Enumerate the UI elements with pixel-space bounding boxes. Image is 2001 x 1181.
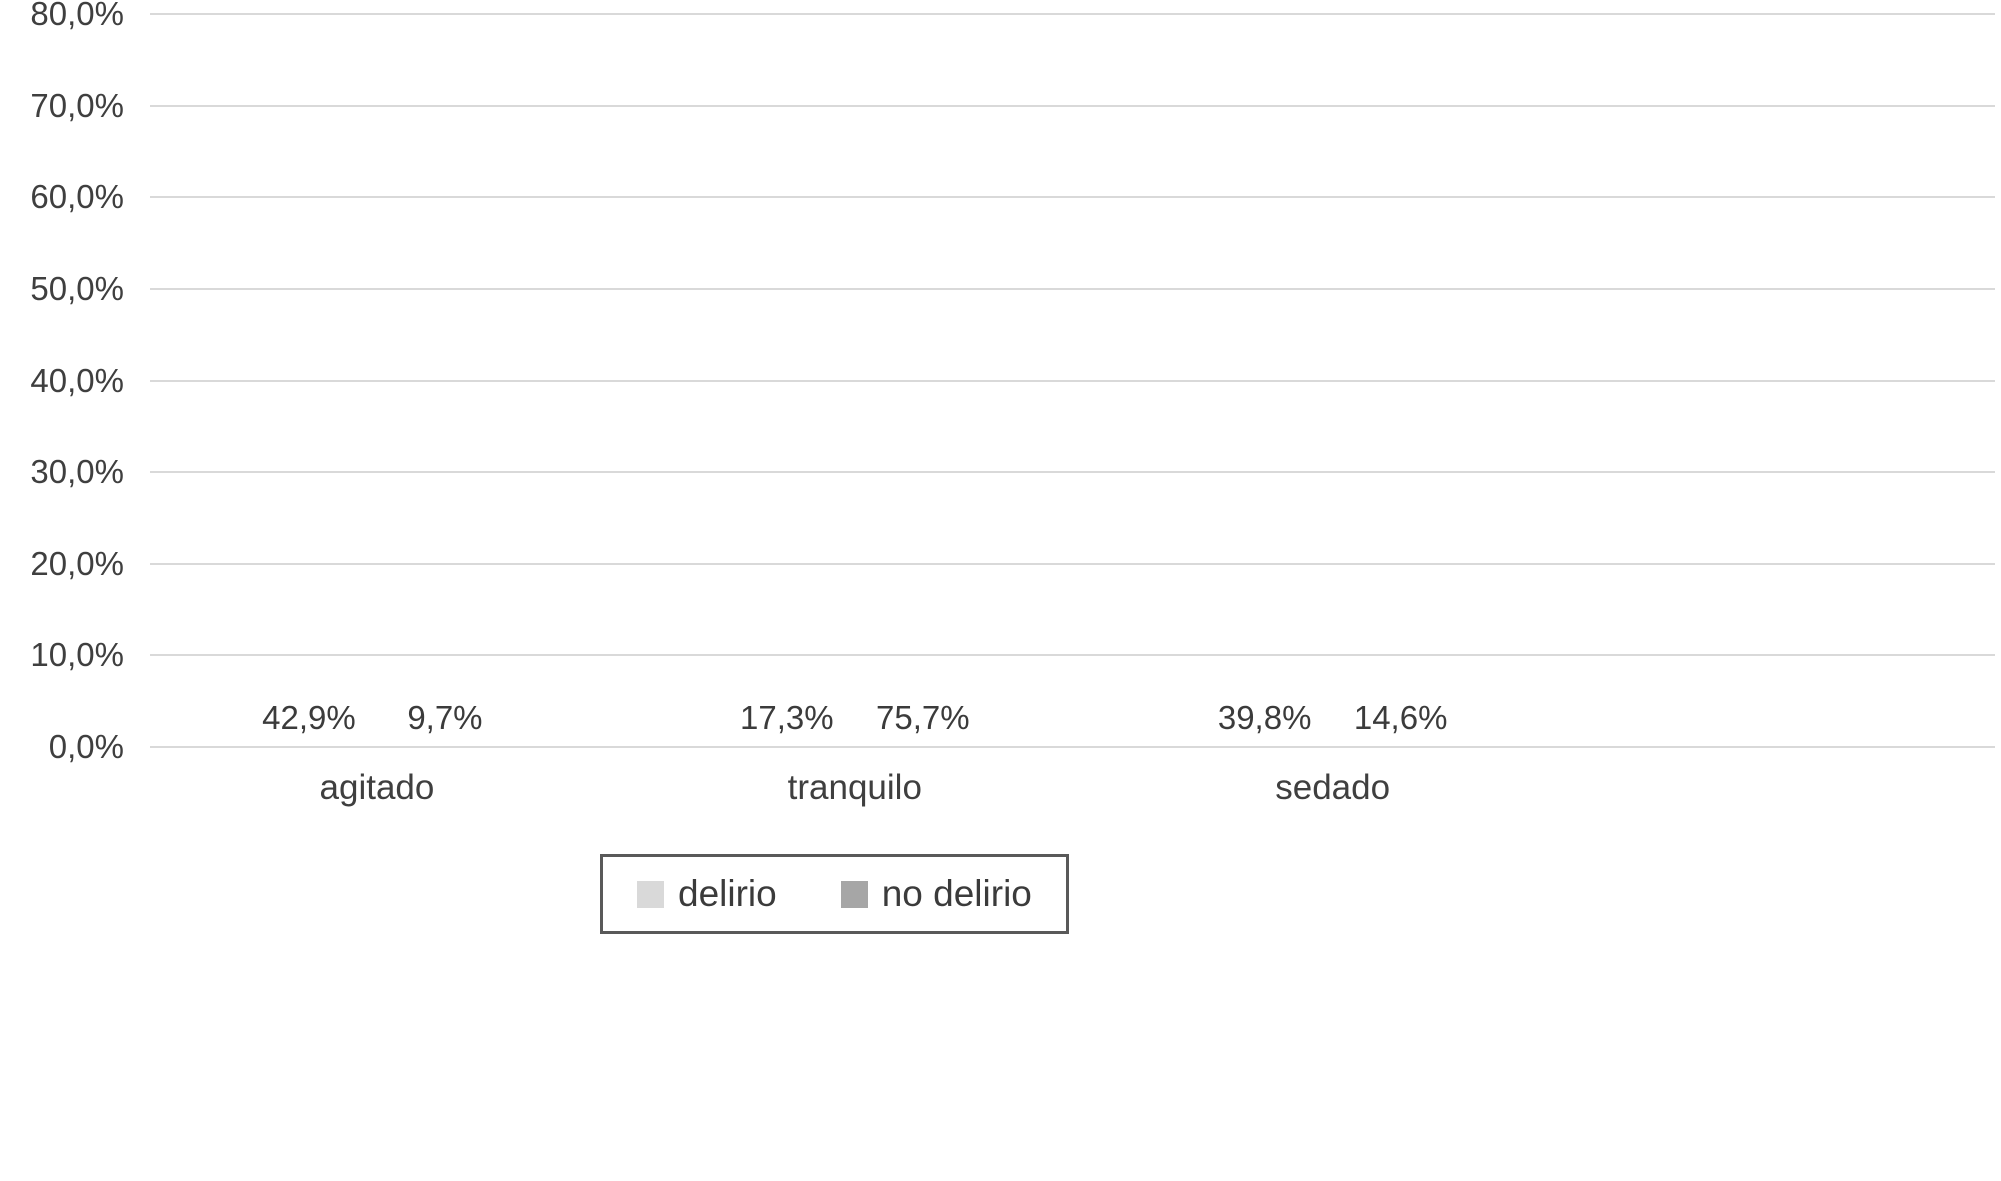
legend-label-delirio: delirio <box>678 873 777 914</box>
gridline <box>150 287 1995 290</box>
x-axis-category-label: tranquilo <box>787 768 922 807</box>
gridline <box>150 562 1995 565</box>
y-axis-tick-label: 60,0% <box>30 178 124 216</box>
bar-value-label: 42,9% <box>262 699 356 736</box>
gridline <box>150 379 1995 382</box>
bar-value-label: 17,3% <box>739 699 834 736</box>
gridline <box>150 746 1995 748</box>
gridline <box>150 13 1995 15</box>
plot-area: 42,9% 9,7% 17,3% 75,7% 39,8% 14,6% <box>150 13 1995 748</box>
gridline <box>150 654 1995 657</box>
y-axis-tick-label: 0,0% <box>48 728 124 765</box>
y-axis-tick-label: 10,0% <box>30 636 124 674</box>
y-axis-tick-label: 50,0% <box>30 269 124 307</box>
y-axis-tick-label: 20,0% <box>30 544 124 582</box>
x-axis-category-label: agitado <box>319 768 435 807</box>
bar-value-label: 75,7% <box>875 699 970 736</box>
legend-label-no-delirio: no delirio <box>881 873 1032 914</box>
y-axis-tick-label: 40,0% <box>30 361 124 399</box>
legend-item-no-delirio: no delirio <box>840 873 1032 915</box>
bar-value-label: 39,8% <box>1217 699 1312 736</box>
legend-item-delirio: delirio <box>637 873 777 915</box>
x-axis: agitado tranquilo sedado <box>150 768 1995 828</box>
bar-value-label: 14,6% <box>1353 699 1448 736</box>
y-axis-tick-label: 30,0% <box>30 453 124 491</box>
gridline <box>150 471 1995 474</box>
y-axis: 0,0% 10,0% 20,0% 30,0% 40,0% 50,0% 60,0% 70,0% 8… <box>0 0 124 765</box>
legend-swatch-no-delirio <box>840 880 868 908</box>
y-axis-tick-label: 80,0% <box>30 0 124 32</box>
gridline <box>150 104 1995 107</box>
legend-swatch-delirio <box>637 880 664 908</box>
y-axis-tick-label: 70,0% <box>30 86 124 124</box>
bar-value-label: 9,7% <box>407 699 483 736</box>
x-axis-category-label: sedado <box>1275 768 1391 807</box>
gridline <box>150 196 1995 199</box>
legend: delirio no delirio <box>600 854 1069 934</box>
